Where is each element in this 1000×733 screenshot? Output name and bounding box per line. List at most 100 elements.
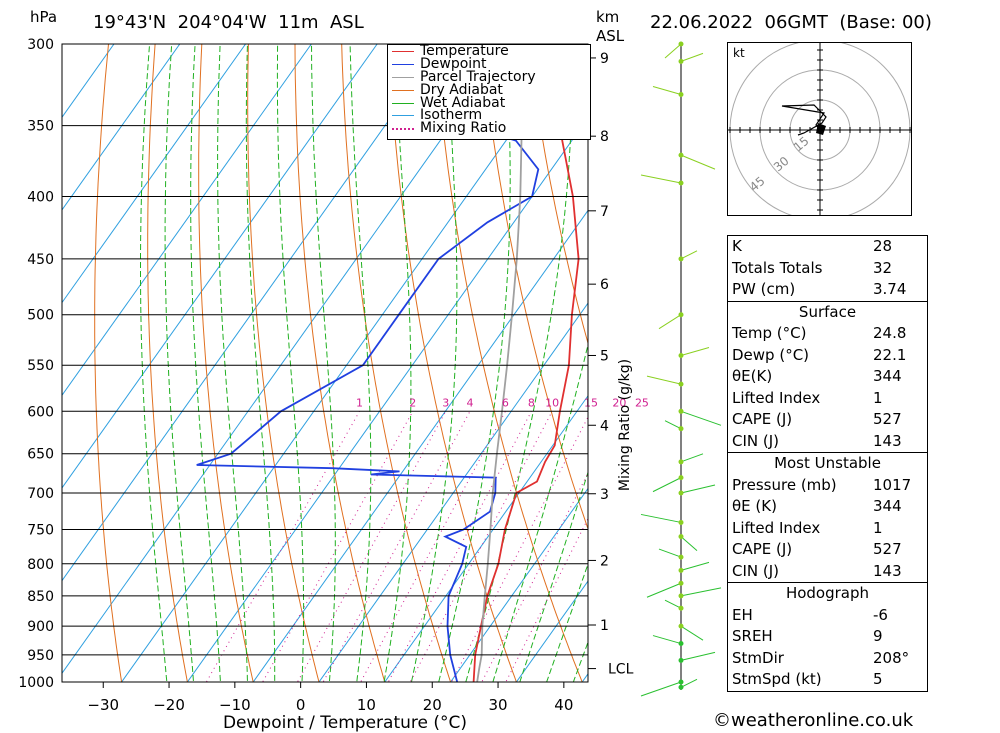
mixing-ratio-tick-label: 15 [584, 396, 598, 409]
legend-swatch [392, 102, 414, 104]
row-label: Dewp (°C) [732, 345, 810, 364]
mixing-ratio-line [451, 415, 588, 682]
row-label: CIN (J) [732, 431, 780, 450]
wind-barb-dot [678, 534, 684, 540]
mixing-ratio-tick-label: 2 [409, 396, 416, 409]
wind-barb-dot [678, 426, 684, 432]
dry-adiabat-line [94, 44, 123, 682]
wet-adiabat-line [276, 44, 305, 682]
row-label: StmDir [732, 648, 784, 667]
wet-adiabat-line [349, 44, 372, 682]
row-label: PW (cm) [732, 280, 796, 298]
pressure-tick-label: 950 [27, 648, 54, 664]
table-row: Lifted Index 1 [728, 518, 927, 540]
legend-swatch [392, 51, 414, 52]
row-label: EH [732, 605, 753, 624]
wind-barb [680, 651, 716, 661]
wind-barb-dot [678, 352, 684, 358]
wind-barb-dot [678, 623, 684, 629]
row-value: 344 [873, 497, 902, 515]
table-row: CIN (J) 143 [728, 431, 927, 453]
table-row: θE (K) 344 [728, 496, 927, 518]
wind-barb [664, 420, 682, 430]
wind-barb [680, 410, 722, 426]
hodograph-ring-label: 15 [791, 134, 812, 155]
wind-barb-dot [678, 593, 684, 599]
wind-barb-dot [678, 554, 684, 560]
table-row: Dewp (°C) 22.1 [728, 345, 927, 367]
wind-barb-dot [678, 475, 684, 481]
isotherm-line [62, 44, 444, 582]
wind-barb-dot [678, 679, 684, 685]
mixing-ratio-line [505, 517, 588, 682]
pressure-tick-label: 650 [27, 447, 54, 463]
legend-item: Parcel Trajectory [388, 70, 590, 84]
table-row: SREH 9 [728, 626, 927, 648]
wind-barb [680, 678, 698, 688]
table-row: PW (cm) 3.74 [728, 279, 927, 301]
table-row: Lifted Index 1 [728, 388, 927, 410]
datetime: 22.06.2022 06GMT (Base: 00) [650, 12, 932, 33]
pressure-tick-label: 400 [27, 189, 54, 205]
pressure-tick-label: 750 [27, 523, 54, 539]
temperature-tick-label: −20 [153, 696, 185, 714]
dry-adiabat-line [948, 44, 1000, 708]
legend-swatch [392, 76, 414, 78]
wind-barb [640, 513, 682, 523]
row-label: K [732, 237, 742, 255]
row-value: 22.1 [873, 345, 907, 364]
dry-adiabat-line [62, 44, 63, 48]
plot-frame [61, 43, 589, 683]
legend-item: Dewpoint [388, 57, 590, 71]
km-unit: km [596, 8, 620, 26]
legend-item: Wet Adiabat [388, 96, 590, 110]
legend-swatch [392, 63, 414, 65]
row-value: 1017 [873, 475, 912, 494]
table-row: K 28 [728, 236, 927, 258]
indices-table: K 28 Totals Totals 32 PW (cm) 3.74 Surface Te… [727, 235, 928, 692]
wind-barb-dot [678, 312, 684, 318]
isotherm-line [252, 209, 588, 682]
wind-barb-dot [678, 684, 684, 690]
wet-adiabat-line [245, 44, 276, 682]
legend-label: Dry Adiabat [420, 81, 503, 98]
table-row: θE(K) 344 [728, 366, 927, 388]
wind-barb [680, 250, 698, 260]
wet-adiabat-line [465, 44, 574, 682]
wind-barb-dot [678, 490, 684, 496]
mixing-ratio-line [296, 411, 447, 682]
lcl-label: LCL [608, 662, 634, 678]
mixing-ratio-line [205, 411, 360, 682]
hodograph-storm-marker [816, 123, 826, 135]
mixing-ratio-axis-label: Mixing Ratio (g/kg) [617, 359, 633, 491]
legend-item: Mixing Ratio [388, 121, 590, 135]
legend-item: Temperature [388, 44, 590, 58]
wind-barb [640, 681, 682, 697]
mixing-ratio-tick-label: 3 [442, 396, 449, 409]
legend-item: Dry Adiabat [388, 81, 590, 98]
isotherm-line [449, 487, 588, 682]
wind-barb-dot [678, 605, 684, 611]
wind-barb [680, 154, 716, 170]
dry-adiabat-line [434, 44, 583, 682]
wind-barb-dot [678, 92, 684, 98]
temperature-tick-label: 20 [423, 696, 442, 714]
dry-adiabat-line [527, 44, 588, 345]
table-row: Totals Totals 32 [728, 258, 927, 280]
mixing-ratio-line [387, 411, 532, 682]
isotherm-line [318, 302, 588, 682]
surface-title: Surface [798, 302, 857, 321]
row-value: 344 [873, 367, 902, 385]
isotherm-line [62, 44, 181, 211]
parcel-trajectory [476, 44, 523, 682]
wind-barb [664, 599, 682, 609]
station-location: 19°43'N 204°04'W 11m ASL [93, 12, 364, 33]
mixing-ratio-tick-label: 10 [545, 396, 559, 409]
wind-barb-dot [678, 641, 684, 647]
credit-link[interactable]: ©weatheronline.co.uk [713, 710, 914, 731]
hodograph-stats-title: Hodograph [785, 584, 870, 602]
table-row: CAPE (J) 527 [728, 539, 927, 561]
km-tick-label: 3 [600, 487, 609, 503]
row-label: CIN (J) [732, 561, 780, 580]
wet-adiabat-line [492, 342, 588, 682]
